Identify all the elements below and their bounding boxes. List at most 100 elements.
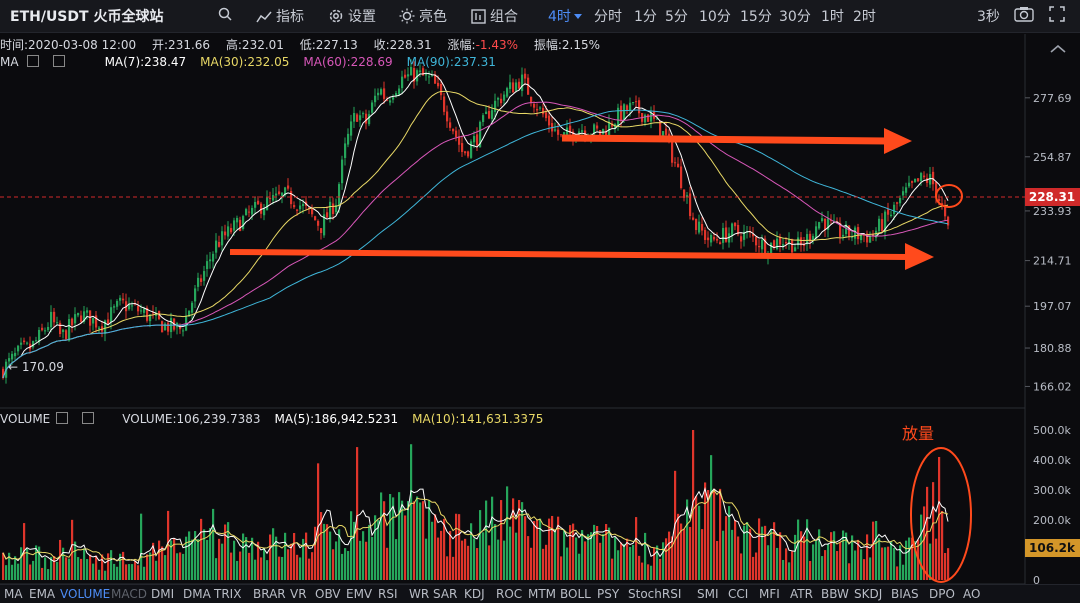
indicator-tab-skdj[interactable]: SKDJ — [854, 587, 883, 601]
candle-body — [83, 311, 86, 322]
indicator-tab-rsi[interactable]: RSI — [378, 587, 398, 601]
gear-icon[interactable] — [56, 412, 69, 424]
indicator-tab-dma[interactable]: DMA — [183, 587, 211, 601]
volume-bar — [212, 508, 215, 580]
volume-bar — [635, 517, 638, 580]
candle-body — [122, 298, 125, 301]
indicator-tab-smi[interactable]: SMI — [697, 587, 719, 601]
interval-tab[interactable]: 分时 — [594, 9, 622, 25]
candle-body — [116, 301, 119, 307]
volume-bar — [548, 518, 551, 580]
volume-bar — [506, 486, 509, 580]
refresh-rate[interactable]: 3秒 — [977, 9, 1000, 25]
volume-bar — [77, 557, 80, 580]
candle-body — [644, 114, 647, 123]
indicator-tab-psy[interactable]: PSY — [597, 587, 620, 601]
volume-bar — [98, 569, 101, 580]
volume-bar — [239, 551, 242, 580]
volume-tick-label: 0 — [1033, 574, 1040, 587]
interval-tab[interactable]: 30分 — [779, 9, 811, 25]
candle-body — [704, 230, 707, 240]
candle-body — [896, 202, 899, 204]
indicator-tab-obv[interactable]: OBV — [315, 587, 341, 601]
volume-bar — [590, 532, 593, 580]
volume-bar — [587, 534, 590, 580]
indicator-tab-trix[interactable]: TRIX — [214, 587, 242, 601]
candle-body — [236, 217, 239, 223]
volume-ma10-line — [2, 489, 949, 562]
indicator-tab-volume[interactable]: VOLUME — [60, 587, 111, 601]
volume-bar — [272, 528, 275, 580]
indicator-tab-kdj[interactable]: KDJ — [464, 587, 485, 601]
camera-icon[interactable] — [1014, 6, 1038, 23]
search-icon[interactable] — [218, 6, 236, 22]
candle-body — [113, 306, 116, 308]
volume-bar — [530, 547, 533, 580]
candle-body — [206, 261, 209, 270]
indicator-tab-vr[interactable]: VR — [290, 587, 307, 601]
indicator-tab-cci[interactable]: CCI — [728, 587, 749, 601]
close-icon[interactable] — [52, 55, 65, 67]
candle-body — [485, 111, 488, 115]
indicator-tab-dmi[interactable]: DMI — [151, 587, 175, 601]
volume-bar — [395, 539, 398, 580]
fullscreen-icon[interactable] — [1049, 6, 1069, 23]
candle-body — [8, 358, 11, 362]
volume-bar — [575, 537, 578, 580]
candle-body — [452, 128, 455, 132]
indicator-tab-roc[interactable]: ROC — [496, 587, 523, 601]
indicator-tab-mtm[interactable]: MTM — [528, 587, 557, 601]
ma-legend: MA MA(7):238.47 MA(30):232.05 MA(60):228.69… — [0, 55, 510, 69]
volume-bar — [692, 430, 695, 580]
indicator-tab-brar[interactable]: BRAR — [253, 587, 286, 601]
indicator-tab-bbw[interactable]: BBW — [821, 587, 849, 601]
indicator-tab-wr[interactable]: WR — [409, 587, 430, 601]
volume-bar — [707, 490, 710, 580]
indicator-tab-dpo[interactable]: DPO — [929, 587, 955, 601]
indicator-tab-stochrsi[interactable]: StochRSI — [628, 587, 682, 601]
interval-dropdown[interactable]: 4时 — [548, 6, 582, 26]
ma30-line — [2, 90, 949, 379]
volume-bar — [623, 543, 626, 580]
indicator-tab-sar[interactable]: SAR — [433, 587, 458, 601]
close-icon[interactable] — [82, 412, 95, 424]
gear-icon[interactable] — [26, 55, 39, 67]
candle-body — [605, 130, 608, 136]
indicators-button[interactable]: 指标 — [256, 6, 304, 26]
theme-toggle-button[interactable]: 亮色 — [399, 6, 447, 26]
indicator-tab-mfi[interactable]: MFI — [759, 587, 780, 601]
volume-bar — [140, 513, 143, 580]
indicator-tab-emv[interactable]: EMV — [346, 587, 373, 601]
indicator-tab-ao[interactable]: AO — [963, 587, 981, 601]
volume-bar — [785, 548, 788, 580]
volume-bar — [920, 514, 923, 580]
volume-bar — [839, 542, 842, 580]
volume-bar — [110, 550, 113, 580]
interval-tab[interactable]: 1时 — [821, 9, 844, 25]
interval-tab[interactable]: 1分 — [634, 9, 657, 25]
candle-body — [671, 139, 674, 163]
candle-body — [734, 222, 737, 227]
settings-button[interactable]: 设置 — [328, 6, 376, 26]
interval-tab[interactable]: 2时 — [853, 9, 876, 25]
interval-tab[interactable]: 15分 — [740, 9, 772, 25]
indicator-tab-ma[interactable]: MA — [4, 587, 23, 601]
indicator-tab-bias[interactable]: BIAS — [891, 587, 919, 601]
candle-body — [545, 112, 548, 119]
indicator-tab-ema[interactable]: EMA — [29, 587, 56, 601]
candle-body — [332, 203, 335, 215]
indicator-tab-atr[interactable]: ATR — [790, 587, 813, 601]
interval-tab[interactable]: 5分 — [665, 9, 688, 25]
price-tick-label: 277.69 — [1033, 92, 1072, 105]
candle-body — [212, 253, 215, 262]
interval-tab[interactable]: 10分 — [699, 9, 731, 25]
collapse-icon[interactable] — [1050, 38, 1066, 57]
indicator-tab-boll[interactable]: BOLL — [560, 587, 591, 601]
volume-bar — [803, 536, 806, 580]
volume-bar — [566, 547, 569, 580]
combine-button[interactable]: 组合 — [471, 6, 518, 26]
candle-body — [911, 181, 914, 183]
symbol-title[interactable]: ETH/USDT 火币全球站 — [10, 9, 164, 25]
indicator-tab-macd[interactable]: MACD — [111, 587, 147, 601]
